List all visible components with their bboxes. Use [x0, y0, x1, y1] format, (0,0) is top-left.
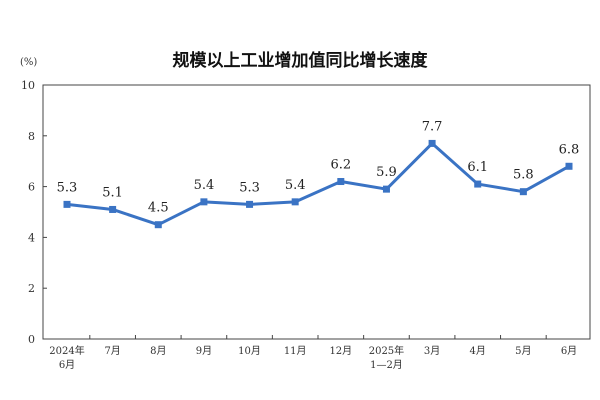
- y-axis-unit-label: (%): [20, 57, 38, 68]
- data-label: 5.8: [513, 168, 534, 183]
- data-point-marker: [291, 198, 299, 206]
- data-point-marker: [246, 200, 254, 208]
- x-tick-label: 2024年: [49, 344, 84, 357]
- data-point-marker: [337, 178, 345, 186]
- y-tick-label: 0: [28, 333, 35, 346]
- x-tick-label: 2025年: [369, 344, 404, 357]
- y-tick-label: 2: [28, 282, 35, 295]
- data-label: 5.9: [376, 165, 397, 180]
- data-label: 6.2: [330, 158, 351, 173]
- series-line: [66, 141, 570, 227]
- data-label: 7.7: [422, 119, 443, 134]
- data-point-marker: [382, 185, 390, 193]
- data-point-marker: [63, 200, 71, 208]
- x-tick-label: 12月: [329, 345, 352, 357]
- data-label: 5.1: [102, 185, 123, 200]
- x-tick-label: 6月: [561, 345, 577, 357]
- x-tick-label: 7月: [104, 345, 120, 357]
- x-tick-label: 3月: [424, 345, 440, 357]
- data-label: 5.4: [194, 178, 215, 193]
- data-point-marker: [200, 198, 208, 206]
- plot-frame: [42, 84, 591, 340]
- x-tick-label: 10月: [238, 345, 261, 357]
- y-tick-label: 4: [28, 231, 35, 244]
- x-tick-label: 11月: [284, 345, 307, 357]
- data-point-marker: [565, 162, 573, 170]
- data-label: 5.3: [57, 180, 78, 195]
- data-label: 6.1: [467, 160, 488, 175]
- x-tick-label: 1—2月: [370, 359, 403, 371]
- x-tick-label: 9月: [196, 345, 212, 357]
- x-tick-label: 8月: [150, 345, 166, 357]
- data-label: 4.5: [148, 201, 169, 216]
- data-point-marker: [154, 221, 162, 229]
- chart-title: 规模以上工业增加值同比增长速度: [172, 51, 428, 71]
- data-label: 5.3: [239, 180, 260, 195]
- y-tick-label: 10: [21, 79, 35, 92]
- data-point-marker: [519, 188, 527, 196]
- data-point-marker: [474, 180, 482, 188]
- y-tick-label: 8: [28, 130, 35, 143]
- data-point-marker: [109, 205, 117, 213]
- data-label: 6.8: [559, 142, 580, 157]
- data-point-marker: [428, 139, 436, 147]
- x-tick-label: 4月: [470, 345, 486, 357]
- x-tick-label: 5月: [515, 345, 531, 357]
- y-tick-label: 6: [28, 181, 35, 194]
- data-label: 5.4: [285, 178, 306, 193]
- x-tick-label: 6月: [59, 359, 75, 371]
